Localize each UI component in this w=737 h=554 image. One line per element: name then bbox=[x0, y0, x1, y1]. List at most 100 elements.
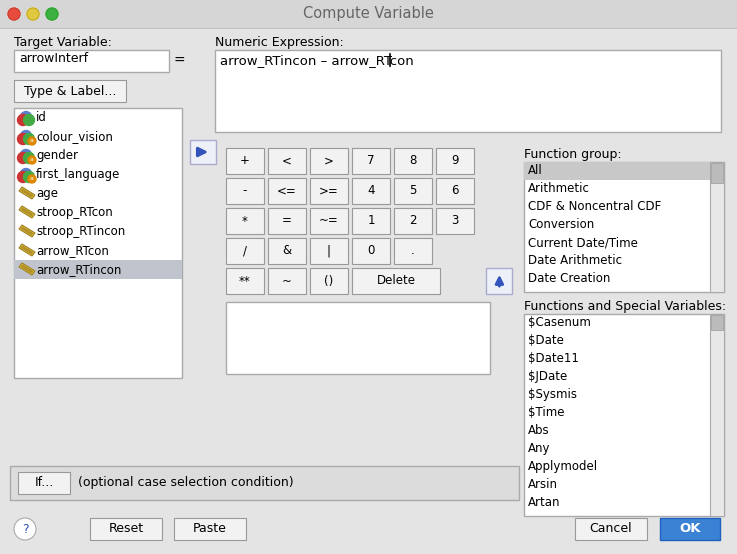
Bar bbox=[711, 315, 723, 330]
Text: All: All bbox=[528, 164, 542, 177]
Bar bbox=[436, 208, 474, 234]
Bar bbox=[436, 178, 474, 204]
Bar bbox=[524, 314, 724, 516]
Bar bbox=[352, 268, 441, 294]
Bar bbox=[14, 108, 182, 378]
Bar bbox=[226, 238, 264, 264]
Text: colour_vision: colour_vision bbox=[36, 130, 113, 143]
Text: age: age bbox=[36, 187, 58, 200]
Bar bbox=[10, 466, 519, 500]
Bar bbox=[268, 178, 306, 204]
Text: Arithmetic: Arithmetic bbox=[528, 182, 590, 195]
Circle shape bbox=[24, 152, 35, 163]
Text: 4: 4 bbox=[367, 184, 374, 197]
Text: stroop_RTcon: stroop_RTcon bbox=[36, 206, 113, 219]
Bar bbox=[394, 208, 432, 234]
Bar bbox=[352, 148, 390, 174]
Text: &: & bbox=[282, 244, 292, 258]
Text: =: = bbox=[173, 54, 185, 68]
Text: arrow_RTcon: arrow_RTcon bbox=[36, 244, 109, 257]
Text: Arsin: Arsin bbox=[528, 478, 558, 491]
Text: /: / bbox=[243, 244, 247, 258]
Bar bbox=[524, 162, 724, 292]
Text: Applymodel: Applymodel bbox=[528, 460, 598, 473]
Circle shape bbox=[21, 111, 32, 122]
Text: 5: 5 bbox=[409, 184, 416, 197]
Text: 1: 1 bbox=[367, 214, 374, 228]
Text: <=: <= bbox=[277, 184, 297, 197]
Text: Paste: Paste bbox=[193, 522, 227, 536]
Text: =: = bbox=[282, 214, 292, 228]
Polygon shape bbox=[19, 206, 35, 218]
Text: Target Variable:: Target Variable: bbox=[14, 36, 112, 49]
Text: Function group:: Function group: bbox=[524, 148, 621, 161]
Bar bbox=[394, 238, 432, 264]
Bar bbox=[268, 208, 306, 234]
Bar bbox=[710, 314, 724, 516]
Circle shape bbox=[18, 115, 29, 126]
Text: $Time: $Time bbox=[528, 406, 565, 419]
Circle shape bbox=[21, 150, 32, 161]
Text: a: a bbox=[30, 157, 34, 162]
Text: *: * bbox=[242, 214, 248, 228]
Bar bbox=[352, 178, 390, 204]
Bar bbox=[226, 208, 264, 234]
Text: Artan: Artan bbox=[528, 496, 561, 509]
Circle shape bbox=[28, 156, 36, 164]
Circle shape bbox=[27, 8, 39, 20]
Text: a: a bbox=[30, 138, 34, 143]
Text: id: id bbox=[36, 111, 47, 124]
Text: Compute Variable: Compute Variable bbox=[303, 6, 434, 21]
Bar bbox=[18, 472, 70, 494]
Text: first_language: first_language bbox=[36, 168, 120, 181]
Bar bbox=[310, 178, 348, 204]
Text: ~=: ~= bbox=[319, 214, 339, 228]
Text: arrow_RTincon: arrow_RTincon bbox=[36, 263, 122, 276]
Text: ?: ? bbox=[21, 523, 28, 536]
Bar bbox=[575, 518, 647, 540]
Text: -: - bbox=[242, 184, 247, 197]
Bar bbox=[14, 80, 126, 102]
Text: OK: OK bbox=[680, 522, 701, 536]
Bar bbox=[352, 238, 390, 264]
Text: $JDate: $JDate bbox=[528, 370, 567, 383]
Text: .: . bbox=[411, 244, 415, 258]
Bar bbox=[394, 148, 432, 174]
Text: 2: 2 bbox=[409, 214, 416, 228]
Bar bbox=[190, 140, 216, 164]
Bar bbox=[14, 260, 182, 279]
Bar bbox=[268, 238, 306, 264]
Text: 9: 9 bbox=[451, 155, 458, 167]
Circle shape bbox=[46, 8, 58, 20]
Bar bbox=[310, 268, 348, 294]
Bar bbox=[310, 238, 348, 264]
Bar bbox=[711, 163, 723, 183]
Circle shape bbox=[24, 115, 35, 126]
Circle shape bbox=[18, 152, 29, 163]
Text: (optional case selection condition): (optional case selection condition) bbox=[78, 476, 293, 489]
Text: Delete: Delete bbox=[377, 274, 416, 288]
Text: Reset: Reset bbox=[108, 522, 144, 536]
Text: Type & Label...: Type & Label... bbox=[24, 85, 116, 98]
Text: Conversion: Conversion bbox=[528, 218, 594, 231]
Text: Numeric Expression:: Numeric Expression: bbox=[215, 36, 343, 49]
Bar bbox=[310, 208, 348, 234]
Text: 8: 8 bbox=[409, 155, 416, 167]
Circle shape bbox=[18, 172, 29, 182]
Circle shape bbox=[14, 518, 36, 540]
Text: $Casenum: $Casenum bbox=[528, 316, 591, 329]
Text: Cancel: Cancel bbox=[590, 522, 632, 536]
Bar bbox=[0, 0, 737, 28]
Bar bbox=[226, 178, 264, 204]
Circle shape bbox=[28, 137, 36, 145]
Bar bbox=[226, 302, 490, 374]
Circle shape bbox=[24, 172, 35, 182]
Text: stroop_RTincon: stroop_RTincon bbox=[36, 225, 125, 238]
Polygon shape bbox=[19, 187, 35, 199]
Bar bbox=[215, 50, 721, 132]
Circle shape bbox=[28, 175, 36, 183]
Polygon shape bbox=[19, 263, 35, 275]
Text: **: ** bbox=[239, 274, 251, 288]
Text: If...: If... bbox=[35, 476, 54, 490]
Polygon shape bbox=[19, 225, 35, 237]
